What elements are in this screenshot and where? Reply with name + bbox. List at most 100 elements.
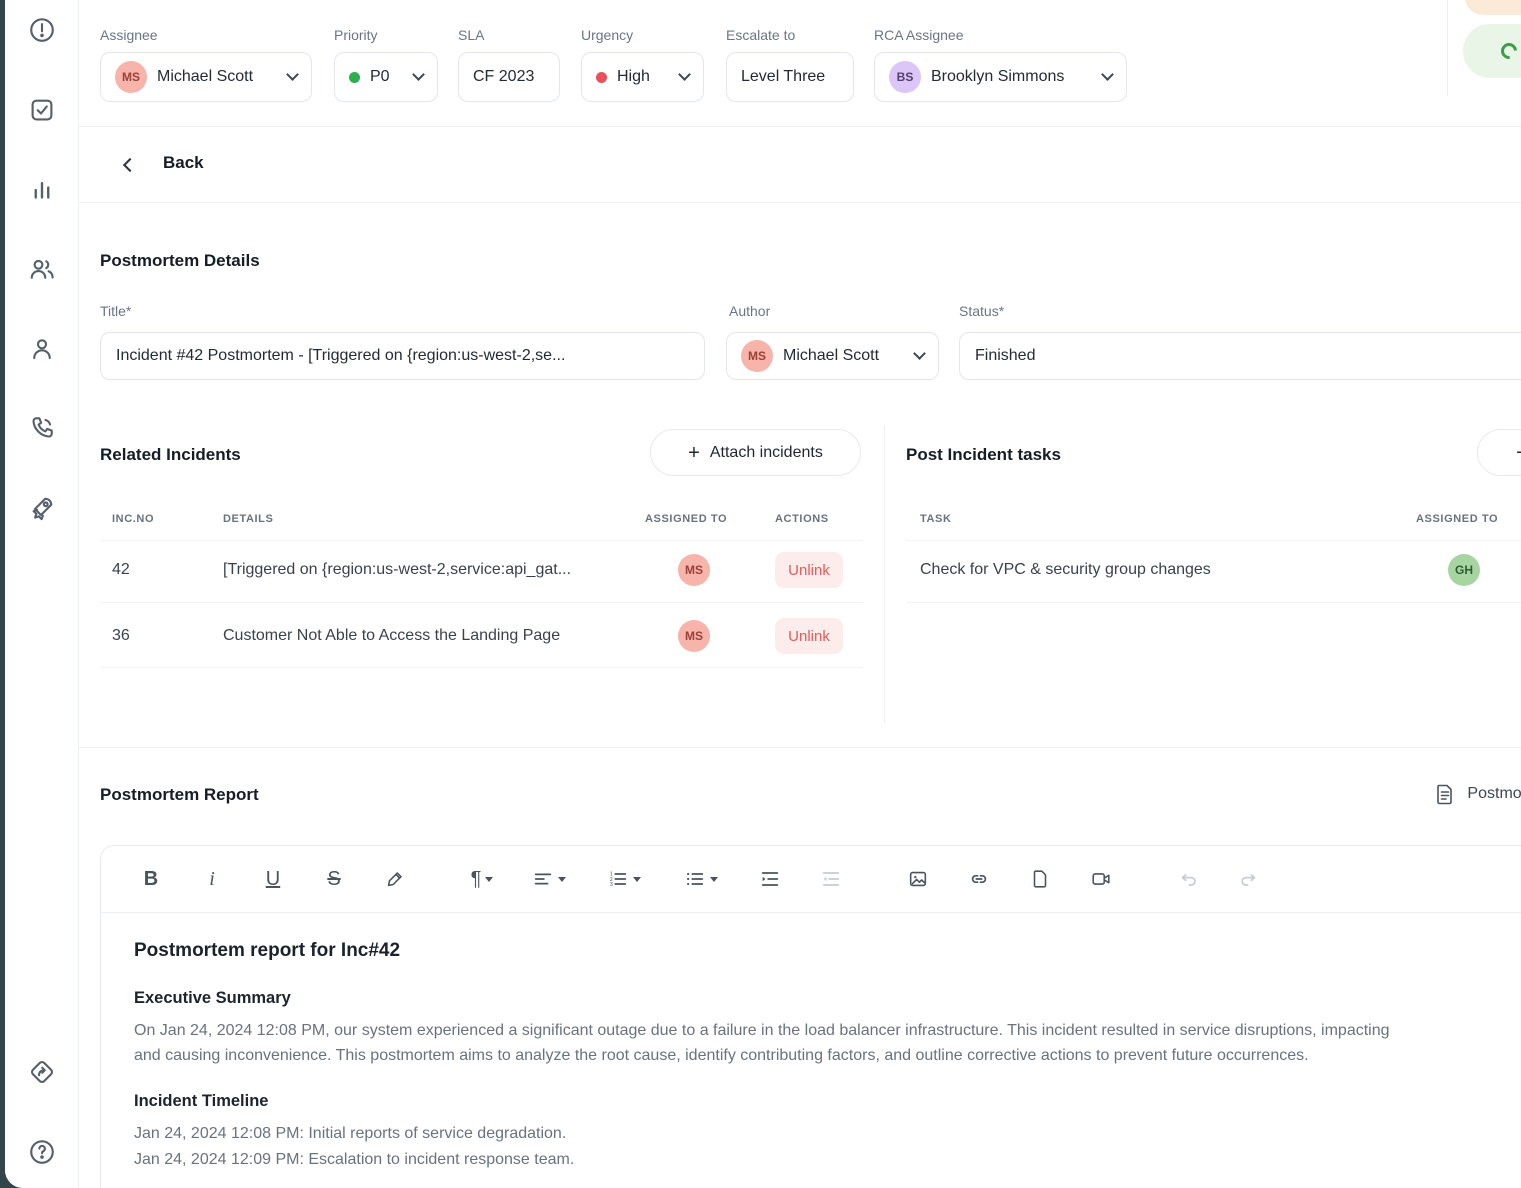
sla-value: CF 2023 [473,68,535,85]
plus-icon: + [1516,443,1521,463]
incident-topbar: Assignee MS Michael Scott Priority P0 SL… [79,0,1521,127]
assignee-value: Michael Scott [157,68,254,85]
bold-icon[interactable]: B [143,868,159,890]
back-button[interactable]: Back [163,153,204,172]
divider [79,126,1521,127]
italic-icon[interactable]: i [209,868,215,890]
assignee-select[interactable]: MS Michael Scott [100,52,312,102]
column-header-actions: ACTIONS [775,513,829,525]
urgency-field: Urgency High [581,27,704,102]
postmortem-template-link[interactable]: Postmor [1435,783,1521,805]
postmortem-report-heading: Postmortem Report [100,785,259,804]
incident-number: 42 [112,561,130,578]
title-value: Incident #42 Postmortem - [Triggered on … [116,347,566,364]
assignee-label: Assignee [100,27,158,43]
task-name: Check for VPC & security group changes [920,561,1211,578]
incident-details: [Triggered on {region:us-west-2,service:… [223,561,572,578]
highlight-icon[interactable] [381,865,409,893]
navigate-diamond-icon[interactable] [27,1057,57,1087]
indent-icon[interactable] [756,865,784,893]
redo-icon[interactable] [1235,865,1263,893]
priority-value: P0 [370,68,390,85]
urgency-dot-icon [596,71,607,83]
tasks-check-icon[interactable] [27,95,57,125]
title-input[interactable]: Incident #42 Postmortem - [Triggered on … [100,332,705,380]
text-align-icon[interactable] [529,865,569,893]
bullet-list-icon[interactable] [679,865,723,893]
chevron-down-icon [286,68,299,81]
rca-assignee-label: RCA Assignee [874,27,964,43]
users-icon[interactable] [27,254,57,284]
exec-summary-line: On Jan 24, 2024 12:08 PM, our system exp… [134,1022,1390,1039]
urgency-label: Urgency [581,27,634,43]
rocket-icon[interactable] [27,493,57,523]
add-task-button[interactable]: + [1477,429,1521,476]
priority-field: Priority P0 [334,27,438,102]
column-header-details: DETAILS [223,513,274,525]
unlink-button[interactable]: Unlink [775,618,843,654]
phone-call-icon[interactable] [27,413,57,443]
help-circle-icon[interactable] [27,1137,57,1167]
divider [906,602,1521,603]
analytics-bars-icon[interactable] [27,175,57,205]
underline-icon[interactable]: U [265,868,281,890]
column-header-incno: INC.NO [112,513,155,525]
timeline-entry: Jan 24, 2024 12:08 PM: Initial reports o… [134,1125,567,1142]
attach-file-icon[interactable] [1026,865,1054,893]
svg-text:2: 2 [610,877,613,883]
column-header-assignedto: ASSIGNED TO [645,513,728,525]
divider [906,540,1521,541]
exec-summary-line: and causing inconvenience. This postmort… [134,1047,1309,1064]
back-chevron-icon[interactable] [122,157,138,173]
priority-select[interactable]: P0 [334,52,438,102]
undo-icon[interactable] [1174,865,1202,893]
paragraph-style-icon[interactable]: ¶ [468,865,496,893]
editor-document[interactable]: Postmortem report for Inc#42 Executive S… [101,913,1521,1173]
status-input[interactable]: Finished [959,332,1521,380]
doc-title: Postmortem report for Inc#42 [134,940,401,961]
avatar: GH [1448,554,1480,586]
attach-incidents-button[interactable]: + Attach incidents [650,429,861,476]
escalate-field: Escalate to Level Three [726,27,854,102]
post-incident-tasks-heading: Post Incident tasks [906,445,1061,464]
strikethrough-icon[interactable]: S [327,868,341,890]
outdent-icon[interactable] [817,865,845,893]
avatar: MS [741,340,773,372]
svg-text:1: 1 [610,872,613,878]
priority-dot-icon [349,71,360,83]
author-value: Michael Scott [783,347,880,364]
acknowledge-pill-partial[interactable] [1463,24,1521,78]
divider [100,540,863,541]
postmortem-details-heading: Postmortem Details [100,251,260,270]
divider [100,602,863,603]
postmortem-report-section: Postmortem Report Postmor B i U S [79,747,1521,1188]
urgency-select[interactable]: High [581,52,704,102]
insert-link-icon[interactable] [965,865,993,893]
rca-assignee-field: RCA Assignee BS Brooklyn Simmons [874,27,1127,102]
status-pill-partial[interactable] [1465,0,1521,15]
ordered-list-icon[interactable]: 1 2 3 [602,865,646,893]
author-select[interactable]: MS Michael Scott [726,332,939,380]
rca-assignee-select[interactable]: BS Brooklyn Simmons [874,52,1127,102]
user-icon[interactable] [27,334,57,364]
rich-text-editor: B i U S ¶ [100,845,1521,1188]
exec-summary-heading: Executive Summary [134,989,291,1007]
back-row: Back [79,127,1521,203]
alert-circle-icon[interactable] [27,15,57,45]
divider [79,202,1521,203]
incident-timeline-heading: Incident Timeline [134,1092,269,1110]
insert-video-icon[interactable] [1087,865,1115,893]
status-value: Finished [975,347,1036,364]
template-link-label: Postmor [1467,785,1521,802]
insert-image-icon[interactable] [904,865,932,893]
svg-text:3: 3 [610,882,613,888]
avatar: MS [678,620,710,652]
topbar-divider [1447,0,1448,96]
sla-value-box[interactable]: CF 2023 [458,52,560,102]
escalate-value-box[interactable]: Level Three [726,52,854,102]
unlink-button[interactable]: Unlink [775,552,843,588]
assignee-field: Assignee MS Michael Scott [100,27,312,102]
author-label: Author [729,303,771,319]
priority-label: Priority [334,27,378,43]
sla-label: SLA [458,27,485,43]
